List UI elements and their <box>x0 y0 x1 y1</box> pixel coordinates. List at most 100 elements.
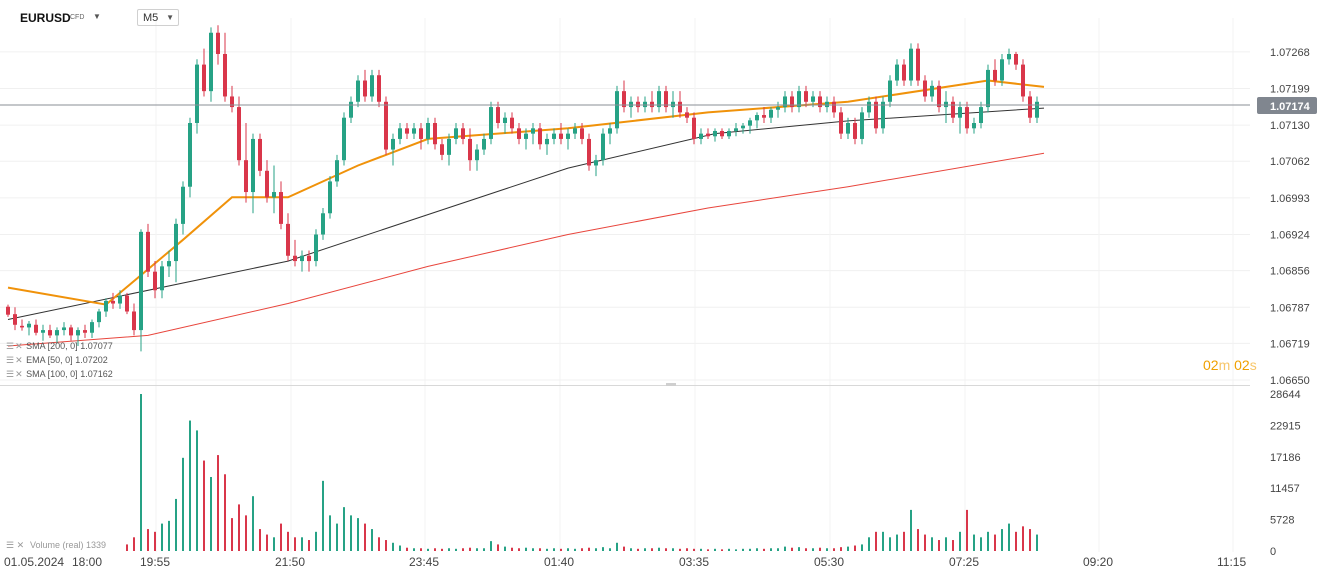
price-tick-label: 1.06787 <box>1270 302 1310 314</box>
indicator-legend-row[interactable]: ☰✕ SMA [200, 0] 1.07077 <box>6 341 113 352</box>
volume-bar <box>266 534 268 551</box>
candle-body <box>195 64 199 124</box>
volume-bar <box>511 547 513 551</box>
volume-bar <box>336 523 338 551</box>
candle-body <box>818 96 822 108</box>
price-tick-label: 1.06650 <box>1270 375 1310 387</box>
candle-body <box>790 96 794 108</box>
volume-bar <box>224 474 226 551</box>
candle-body <box>748 120 752 126</box>
volume-bar <box>322 480 324 551</box>
candle-body <box>356 80 360 102</box>
candle-body <box>97 311 101 323</box>
candle-body <box>125 295 129 312</box>
settings-icon[interactable]: ☰ <box>6 341 15 351</box>
candle-body <box>468 138 472 161</box>
settings-icon[interactable]: ☰ <box>6 355 15 365</box>
volume-bar <box>595 548 597 551</box>
volume-tick-label: 17186 <box>1270 452 1301 464</box>
candle-body <box>321 213 325 235</box>
remove-icon[interactable]: ✕ <box>15 369 23 379</box>
candle-body <box>90 322 94 333</box>
volume-bar <box>847 546 849 551</box>
candle-body <box>608 128 612 134</box>
volume-bar <box>420 548 422 551</box>
candle-body <box>461 128 465 139</box>
candle-body <box>391 138 395 150</box>
volume-bar <box>196 430 198 551</box>
candle-body <box>944 101 948 108</box>
remove-icon[interactable]: ✕ <box>15 341 23 351</box>
candle-body <box>657 91 661 108</box>
time-tick-label: 23:45 <box>409 555 439 569</box>
volume-bar <box>532 548 534 551</box>
volume-bar <box>448 548 450 551</box>
candle-body <box>804 91 808 102</box>
volume-bar <box>833 548 835 551</box>
indicator-value: 1.07077 <box>80 341 113 351</box>
symbol-name[interactable]: EURUSD <box>20 11 71 25</box>
candle-body <box>1007 53 1011 60</box>
candle-body <box>293 255 297 262</box>
volume-bar <box>308 540 310 551</box>
candle-body <box>146 231 150 272</box>
candle-body <box>692 117 696 139</box>
candle-body <box>377 75 381 102</box>
candle-body <box>83 330 87 333</box>
volume-bar <box>294 537 296 551</box>
pane-resize-handle[interactable] <box>666 383 676 386</box>
volume-bar <box>469 547 471 551</box>
candle-body <box>300 255 304 262</box>
timeframe-select[interactable]: M5 ▼ <box>137 9 179 26</box>
volume-bar <box>945 537 947 551</box>
candle-body <box>671 101 675 108</box>
volume-bar <box>714 548 716 551</box>
volume-bar <box>441 548 443 551</box>
candle-body <box>132 311 136 331</box>
candle-body <box>979 107 983 124</box>
candle-body <box>510 117 514 129</box>
volume-bar <box>784 546 786 551</box>
volume-bar <box>623 546 625 551</box>
candle-body <box>440 144 444 155</box>
countdown-seconds: 02 <box>1234 357 1250 373</box>
volume-bar <box>819 547 821 551</box>
candle-body <box>426 123 430 139</box>
candle-body <box>615 91 619 129</box>
remove-icon[interactable]: ✕ <box>15 355 23 365</box>
volume-bar <box>812 548 814 551</box>
volume-bar <box>721 549 723 551</box>
candle-body <box>307 255 311 262</box>
candle-body <box>867 101 871 113</box>
volume-bar <box>742 548 744 551</box>
indicator-legend-row[interactable]: ☰✕ EMA [50, 0] 1.07202 <box>6 355 108 366</box>
volume-bar <box>329 515 331 551</box>
volume-bar <box>917 529 919 551</box>
candle-body <box>587 138 591 166</box>
volume-bar <box>126 544 128 551</box>
symbol-dropdown-chevron-icon[interactable]: ▼ <box>93 12 101 21</box>
indicator-legend-row[interactable]: ☰✕ SMA [100, 0] 1.07162 <box>6 369 113 380</box>
volume-bar <box>763 548 765 551</box>
candle-body <box>69 327 73 336</box>
candle-body <box>363 80 367 97</box>
volume-bar <box>931 537 933 551</box>
candle-body <box>13 314 17 325</box>
volume-bar <box>497 544 499 551</box>
volume-bar <box>378 537 380 551</box>
volume-bar <box>938 540 940 551</box>
volume-bar <box>259 529 261 551</box>
time-tick-label: 01:40 <box>544 555 574 569</box>
volume-bar <box>518 548 520 551</box>
candle-body <box>1000 59 1004 81</box>
volume-bar <box>189 420 191 551</box>
settings-icon[interactable]: ☰ <box>6 369 15 379</box>
volume-bar <box>140 394 142 551</box>
volume-bar <box>462 548 464 551</box>
candle-body <box>734 128 738 131</box>
candle-body <box>328 181 332 214</box>
current-price-tag-bg <box>1257 97 1317 114</box>
candle-body <box>1021 64 1025 97</box>
volume-bar <box>210 477 212 551</box>
